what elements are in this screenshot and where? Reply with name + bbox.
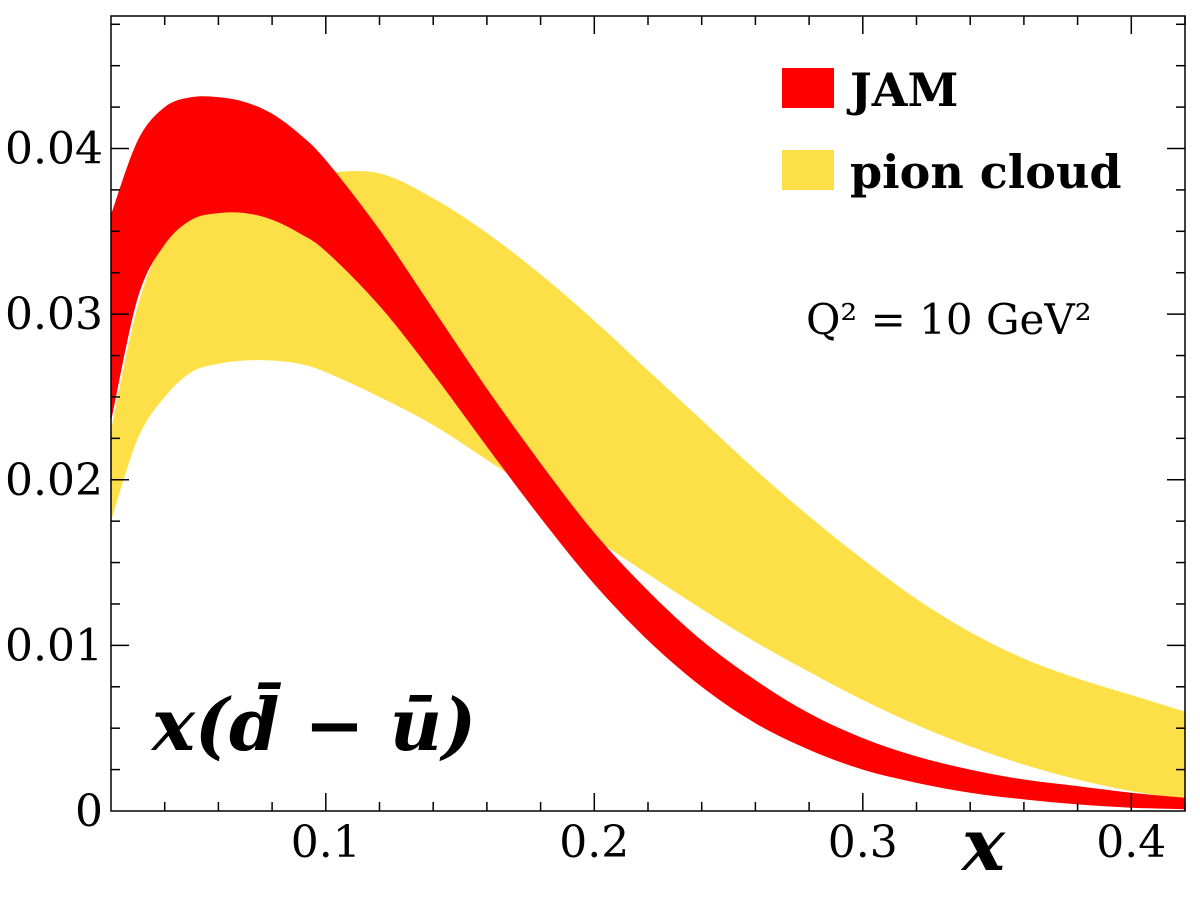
legend-label-jam: JAM <box>846 63 958 117</box>
y-tick-label: 0.04 <box>5 124 103 175</box>
scale-annotation: Q² = 10 GeV² <box>806 295 1092 344</box>
x-tick-label: 0.2 <box>559 817 629 868</box>
y-tick-label: 0.03 <box>5 289 103 340</box>
y-tick-label: 0.01 <box>5 620 103 671</box>
ticks <box>111 16 1186 811</box>
legend: JAM pion cloud <box>782 63 1122 199</box>
legend-swatch-pion-cloud <box>782 150 834 190</box>
legend-swatch-jam <box>782 68 834 108</box>
quantity-annotation: x(d̄ − ū) <box>150 681 476 767</box>
tick-labels: 0.1 0.2 0.3 0.4 0 0.01 0.02 0.03 0.04 <box>5 124 1166 869</box>
x-tick-label: 0.1 <box>291 817 361 868</box>
y-tick-label: 0 <box>75 786 103 837</box>
x-tick-label: 0.3 <box>828 817 898 868</box>
x-axis-label: x <box>960 802 1006 887</box>
x-tick-label: 0.4 <box>1096 817 1166 868</box>
band-pion-cloud <box>111 170 1185 800</box>
band-jam <box>111 96 1185 810</box>
y-tick-label: 0.02 <box>5 455 103 506</box>
bands <box>111 96 1185 810</box>
legend-label-pion-cloud: pion cloud <box>850 145 1122 199</box>
